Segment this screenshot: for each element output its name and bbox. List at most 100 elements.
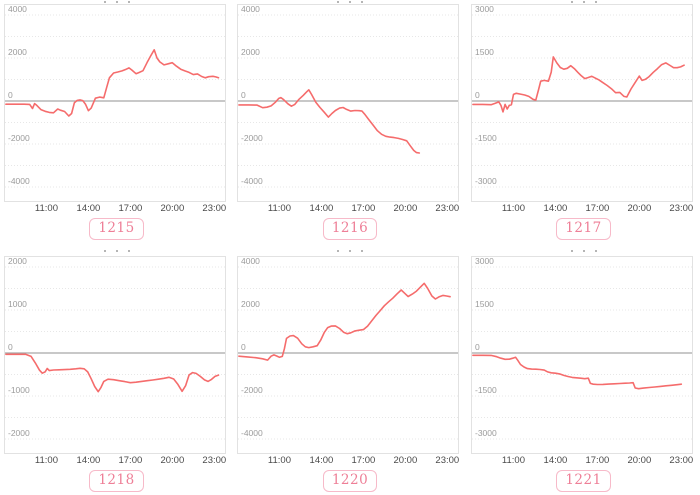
x-tick-label: 17:00 (351, 203, 375, 214)
x-tick-label: 20:00 (393, 455, 417, 466)
x-tick-label: 23:00 (435, 203, 459, 214)
y-tick-label: 4000 (241, 4, 260, 14)
cropped-title-mark (349, 250, 351, 252)
y-tick-label: 2000 (241, 299, 260, 309)
line-chart-1217: 3000 1500 0 -1500 -3000 11:00 14:00 17:00 20:00 2… (471, 4, 693, 214)
y-tick-label: 0 (475, 342, 480, 352)
y-tick-label: 2000 (241, 47, 260, 57)
x-tick-label: 14:00 (77, 455, 101, 466)
chart-id-badge-1220[interactable]: 1220 (322, 470, 378, 492)
y-tick-label: 0 (8, 90, 13, 100)
y-tick-label: 4000 (8, 4, 27, 14)
y-tick-label: -2000 (8, 428, 30, 438)
cropped-title-mark (115, 250, 118, 252)
chart-panel-1215: 4000 2000 0 -2000 -4000 11:00 14:00 17:00 20:00 2… (0, 0, 233, 247)
x-tick-label: 14:00 (310, 455, 334, 466)
badge-row: 1217 (467, 218, 700, 240)
line-chart-1221: 3000 1500 0 -1500 -3000 11:00 14:00 17:00 20:00 2… (471, 256, 693, 466)
y-tick-label: -3000 (475, 176, 497, 186)
chart-panel-1217: 3000 1500 0 -1500 -3000 11:00 14:00 17:00 20:00 2… (467, 0, 700, 247)
x-tick-label: 17:00 (585, 455, 609, 466)
chart-id-badge-1221[interactable]: 1221 (556, 470, 611, 492)
x-tick-label: 14:00 (544, 455, 568, 466)
chart-id-badge-1217[interactable]: 1217 (556, 218, 611, 240)
y-tick-label: 3000 (475, 256, 494, 266)
y-tick-label: -1500 (475, 385, 497, 395)
plot-area-border (237, 4, 459, 202)
cropped-title-mark (127, 1, 130, 3)
cropped-title-mark (570, 250, 573, 252)
badge-row: 1215 (0, 218, 233, 240)
cropped-chart-title (233, 247, 467, 256)
cropped-chart-title (467, 247, 700, 256)
x-tick-label: 11:00 (35, 203, 58, 214)
cropped-chart-title (233, 0, 467, 4)
x-tick-label: 20:00 (627, 455, 651, 466)
y-tick-label: -4000 (241, 176, 263, 186)
y-tick-label: 1500 (475, 299, 494, 309)
y-tick-label: -2000 (8, 133, 30, 143)
chart-panel-1218: 2000 1000 0 -1000 -2000 11:00 14:00 17:00 20:00 2… (0, 247, 233, 495)
badge-row: 1221 (467, 470, 700, 492)
x-tick-label: 20:00 (160, 455, 184, 466)
line-chart-1218: 2000 1000 0 -1000 -2000 11:00 14:00 17:00 20:00 2… (4, 256, 226, 466)
x-tick-label: 14:00 (544, 203, 568, 214)
line-chart-1216: 4000 2000 0 -2000 -4000 11:00 14:00 17:00 20:00 2… (237, 4, 459, 214)
x-tick-label: 17:00 (118, 203, 142, 214)
cropped-title-mark (582, 1, 585, 3)
cropped-title-mark (361, 1, 363, 3)
chart-id-badge-1216[interactable]: 1216 (322, 218, 378, 240)
cropped-chart-title (467, 0, 700, 4)
y-tick-label: 0 (241, 342, 246, 352)
badge-row: 1220 (233, 470, 467, 492)
chart-panel-1216: 4000 2000 0 -2000 -4000 11:00 14:00 17:00 20:00 2… (233, 0, 467, 247)
y-tick-label: 3000 (475, 4, 494, 14)
cropped-title-mark (582, 250, 585, 252)
cropped-chart-title (0, 0, 233, 4)
cropped-title-mark (594, 250, 597, 252)
cropped-title-mark (570, 1, 573, 3)
cropped-title-mark (103, 250, 106, 252)
y-tick-label: 0 (8, 342, 13, 352)
x-tick-label: 17:00 (118, 455, 142, 466)
y-tick-label: -1500 (475, 133, 497, 143)
y-tick-label: 1000 (8, 299, 27, 309)
y-tick-label: -2000 (241, 133, 263, 143)
series-line (238, 282, 451, 361)
x-tick-label: 20:00 (160, 203, 184, 214)
y-tick-label: -3000 (475, 428, 497, 438)
chart-id-badge-1218[interactable]: 1218 (89, 470, 144, 492)
x-tick-label: 17:00 (585, 203, 609, 214)
y-tick-label: 0 (475, 90, 480, 100)
badge-row: 1218 (0, 470, 233, 492)
x-tick-label: 11:00 (35, 455, 58, 466)
x-tick-label: 23:00 (202, 455, 226, 466)
cropped-title-mark (361, 250, 363, 252)
y-tick-label: 4000 (241, 256, 260, 266)
x-tick-label: 14:00 (77, 203, 101, 214)
cropped-title-mark (127, 250, 130, 252)
chart-panel-1221: 3000 1500 0 -1500 -3000 11:00 14:00 17:00 20:00 2… (467, 247, 700, 495)
x-tick-label: 11:00 (268, 455, 291, 466)
line-chart-1215: 4000 2000 0 -2000 -4000 11:00 14:00 17:00 20:00 2… (4, 4, 226, 214)
y-tick-label: 0 (241, 90, 246, 100)
x-tick-label: 14:00 (310, 203, 334, 214)
cropped-title-mark (337, 1, 339, 3)
y-tick-label: 2000 (8, 256, 27, 266)
series-line (5, 48, 220, 117)
chart-id-badge-1215[interactable]: 1215 (89, 218, 144, 240)
x-tick-label: 23:00 (435, 455, 459, 466)
plot-area-border (471, 256, 693, 454)
cropped-title-mark (337, 250, 339, 252)
y-tick-label: -4000 (241, 428, 263, 438)
y-tick-label: 1500 (475, 47, 494, 57)
cropped-title-mark (103, 1, 106, 3)
x-tick-label: 11:00 (502, 455, 525, 466)
cropped-title-mark (594, 1, 597, 3)
series-line (472, 56, 685, 113)
y-tick-label: -4000 (8, 176, 30, 186)
x-tick-label: 23:00 (202, 203, 226, 214)
x-tick-label: 23:00 (669, 455, 693, 466)
badge-row: 1216 (233, 218, 467, 240)
